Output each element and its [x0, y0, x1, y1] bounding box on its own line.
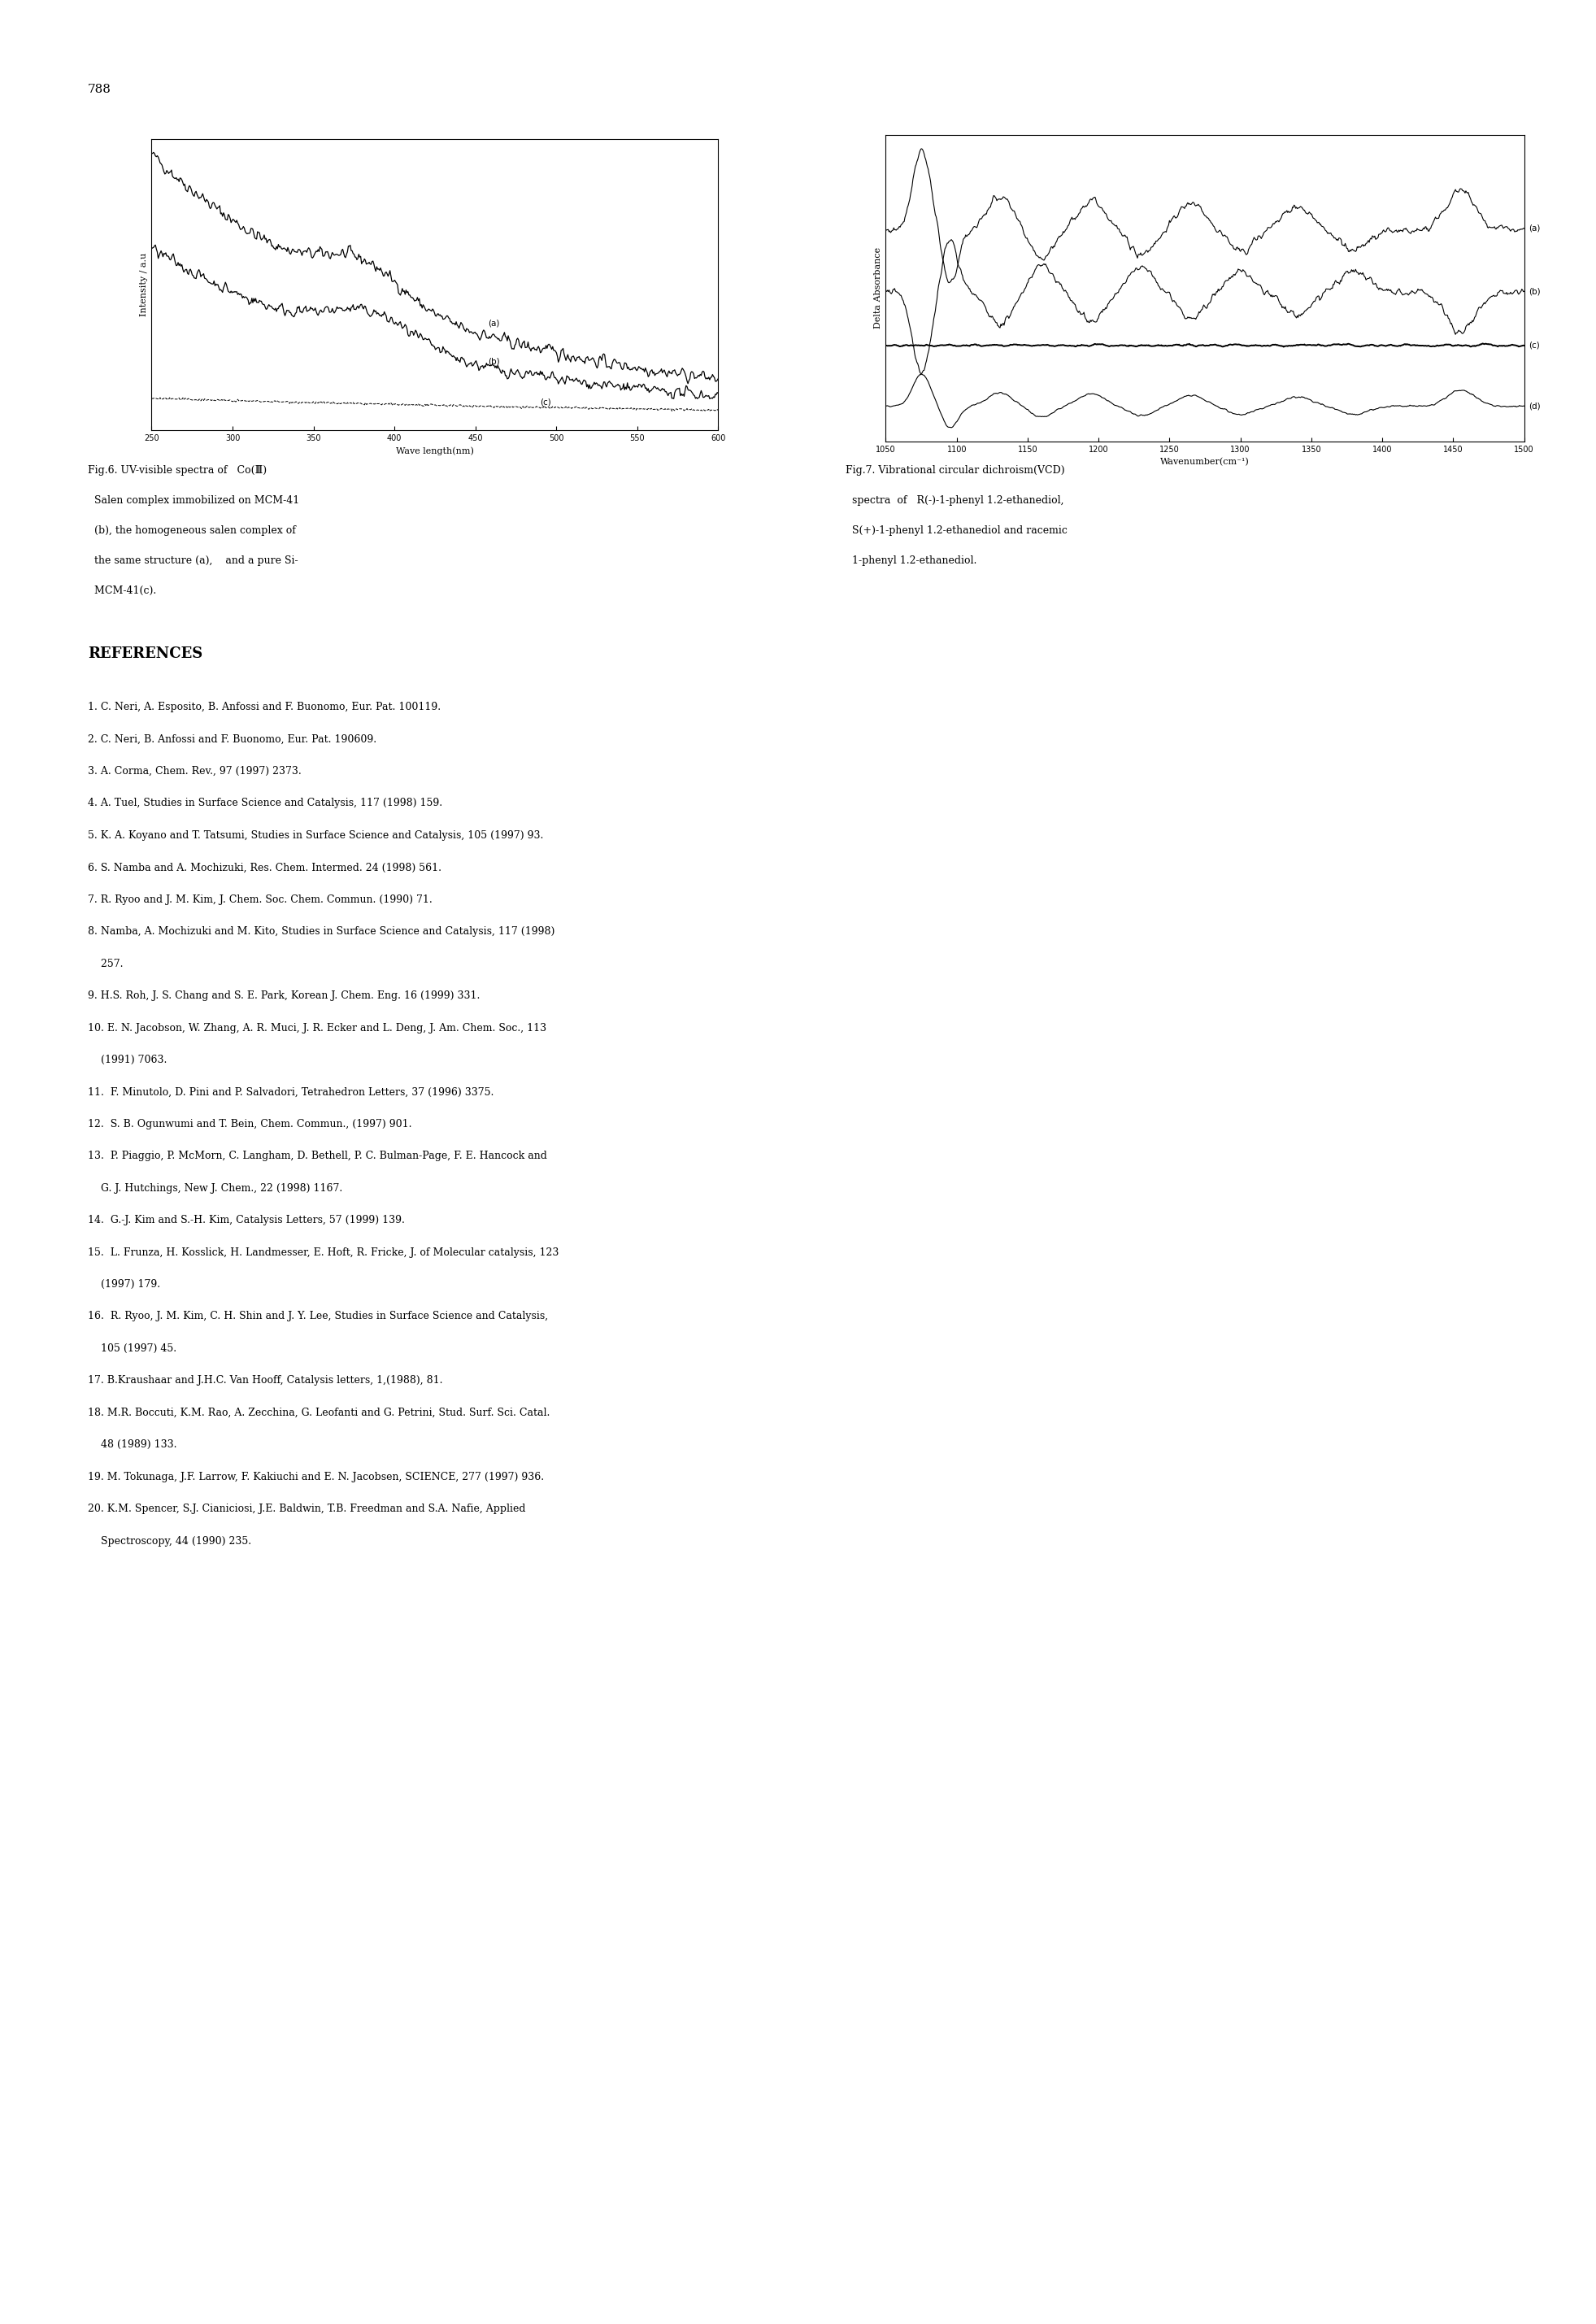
- Y-axis label: Intensity / a.u: Intensity / a.u: [140, 253, 148, 316]
- Text: 5. K. A. Koyano and T. Tatsumi, Studies in Surface Science and Catalysis, 105 (1: 5. K. A. Koyano and T. Tatsumi, Studies …: [88, 830, 543, 841]
- Text: MCM-41(c).: MCM-41(c).: [88, 586, 156, 597]
- Text: 12.  S. B. Ogunwumi and T. Bein, Chem. Commun., (1997) 901.: 12. S. B. Ogunwumi and T. Bein, Chem. Co…: [88, 1118, 412, 1129]
- Text: Fig.7. Vibrational circular dichroism(VCD): Fig.7. Vibrational circular dichroism(VC…: [846, 465, 1065, 476]
- Text: the same structure (a),    and a pure Si-: the same structure (a), and a pure Si-: [88, 555, 298, 567]
- Text: 10. E. N. Jacobson, W. Zhang, A. R. Muci, J. R. Ecker and L. Deng, J. Am. Chem. : 10. E. N. Jacobson, W. Zhang, A. R. Muci…: [88, 1023, 546, 1034]
- Text: 15.  L. Frunza, H. Kosslick, H. Landmesser, E. Hoft, R. Fricke, J. of Molecular : 15. L. Frunza, H. Kosslick, H. Landmesse…: [88, 1248, 559, 1257]
- Text: (a): (a): [488, 318, 500, 328]
- Text: 2. C. Neri, B. Anfossi and F. Buonomo, Eur. Pat. 190609.: 2. C. Neri, B. Anfossi and F. Buonomo, E…: [88, 734, 377, 744]
- Text: 16.  R. Ryoo, J. M. Kim, C. H. Shin and J. Y. Lee, Studies in Surface Science an: 16. R. Ryoo, J. M. Kim, C. H. Shin and J…: [88, 1311, 547, 1322]
- Text: G. J. Hutchings, New J. Chem., 22 (1998) 1167.: G. J. Hutchings, New J. Chem., 22 (1998)…: [88, 1183, 343, 1195]
- Text: (b), the homogeneous salen complex of: (b), the homogeneous salen complex of: [88, 525, 295, 537]
- Text: (1991) 7063.: (1991) 7063.: [88, 1055, 168, 1064]
- Text: (c): (c): [1529, 342, 1540, 349]
- Text: spectra  of   R(-)-1-phenyl 1.2-ethanediol,: spectra of R(-)-1-phenyl 1.2-ethanediol,: [846, 495, 1065, 507]
- Text: 48 (1989) 133.: 48 (1989) 133.: [88, 1439, 177, 1450]
- Text: 6. S. Namba and A. Mochizuki, Res. Chem. Intermed. 24 (1998) 561.: 6. S. Namba and A. Mochizuki, Res. Chem.…: [88, 862, 442, 874]
- Text: 1-phenyl 1.2-ethanediol.: 1-phenyl 1.2-ethanediol.: [846, 555, 977, 567]
- Text: REFERENCES: REFERENCES: [88, 646, 203, 660]
- Text: 13.  P. Piaggio, P. McMorn, C. Langham, D. Bethell, P. C. Bulman-Page, F. E. Han: 13. P. Piaggio, P. McMorn, C. Langham, D…: [88, 1150, 547, 1162]
- Text: 9. H.S. Roh, J. S. Chang and S. E. Park, Korean J. Chem. Eng. 16 (1999) 331.: 9. H.S. Roh, J. S. Chang and S. E. Park,…: [88, 990, 480, 1002]
- Text: (1997) 179.: (1997) 179.: [88, 1278, 160, 1290]
- Text: S(+)-1-phenyl 1.2-ethanediol and racemic: S(+)-1-phenyl 1.2-ethanediol and racemic: [846, 525, 1068, 537]
- Text: 3. A. Corma, Chem. Rev., 97 (1997) 2373.: 3. A. Corma, Chem. Rev., 97 (1997) 2373.: [88, 767, 302, 776]
- Text: (c): (c): [539, 397, 551, 407]
- Text: 788: 788: [88, 84, 112, 95]
- Text: (b): (b): [488, 358, 500, 365]
- Text: Spectroscopy, 44 (1990) 235.: Spectroscopy, 44 (1990) 235.: [88, 1536, 251, 1545]
- Text: 1. C. Neri, A. Esposito, B. Anfossi and F. Buonomo, Eur. Pat. 100119.: 1. C. Neri, A. Esposito, B. Anfossi and …: [88, 702, 440, 713]
- Text: 14.  G.-J. Kim and S.-H. Kim, Catalysis Letters, 57 (1999) 139.: 14. G.-J. Kim and S.-H. Kim, Catalysis L…: [88, 1215, 405, 1225]
- Text: 19. M. Tokunaga, J.F. Larrow, F. Kakiuchi and E. N. Jacobsen, SCIENCE, 277 (1997: 19. M. Tokunaga, J.F. Larrow, F. Kakiuch…: [88, 1471, 544, 1483]
- Text: Salen complex immobilized on MCM-41: Salen complex immobilized on MCM-41: [88, 495, 300, 507]
- Text: 4. A. Tuel, Studies in Surface Science and Catalysis, 117 (1998) 159.: 4. A. Tuel, Studies in Surface Science a…: [88, 797, 442, 809]
- X-axis label: Wave length(nm): Wave length(nm): [396, 446, 474, 456]
- Text: 11.  F. Minutolo, D. Pini and P. Salvadori, Tetrahedron Letters, 37 (1996) 3375.: 11. F. Minutolo, D. Pini and P. Salvador…: [88, 1088, 493, 1097]
- Text: 8. Namba, A. Mochizuki and M. Kito, Studies in Surface Science and Catalysis, 11: 8. Namba, A. Mochizuki and M. Kito, Stud…: [88, 927, 555, 937]
- Text: 20. K.M. Spencer, S.J. Cianiciosi, J.E. Baldwin, T.B. Freedman and S.A. Nafie, A: 20. K.M. Spencer, S.J. Cianiciosi, J.E. …: [88, 1504, 525, 1515]
- Text: (b): (b): [1529, 288, 1540, 295]
- Y-axis label: Delta Absorbance: Delta Absorbance: [875, 246, 883, 330]
- Text: (a): (a): [1529, 225, 1540, 232]
- Text: (d): (d): [1529, 402, 1540, 409]
- Text: 17. B.Kraushaar and J.H.C. Van Hooff, Catalysis letters, 1,(1988), 81.: 17. B.Kraushaar and J.H.C. Van Hooff, Ca…: [88, 1376, 442, 1385]
- Text: 105 (1997) 45.: 105 (1997) 45.: [88, 1343, 177, 1355]
- Text: Fig.6. UV-visible spectra of   Co(Ⅲ): Fig.6. UV-visible spectra of Co(Ⅲ): [88, 465, 267, 476]
- Text: 257.: 257.: [88, 957, 123, 969]
- Text: 7. R. Ryoo and J. M. Kim, J. Chem. Soc. Chem. Commun. (1990) 71.: 7. R. Ryoo and J. M. Kim, J. Chem. Soc. …: [88, 895, 433, 904]
- Text: 18. M.R. Boccuti, K.M. Rao, A. Zecchina, G. Leofanti and G. Petrini, Stud. Surf.: 18. M.R. Boccuti, K.M. Rao, A. Zecchina,…: [88, 1408, 551, 1418]
- X-axis label: Wavenumber(cm⁻¹): Wavenumber(cm⁻¹): [1160, 458, 1250, 467]
